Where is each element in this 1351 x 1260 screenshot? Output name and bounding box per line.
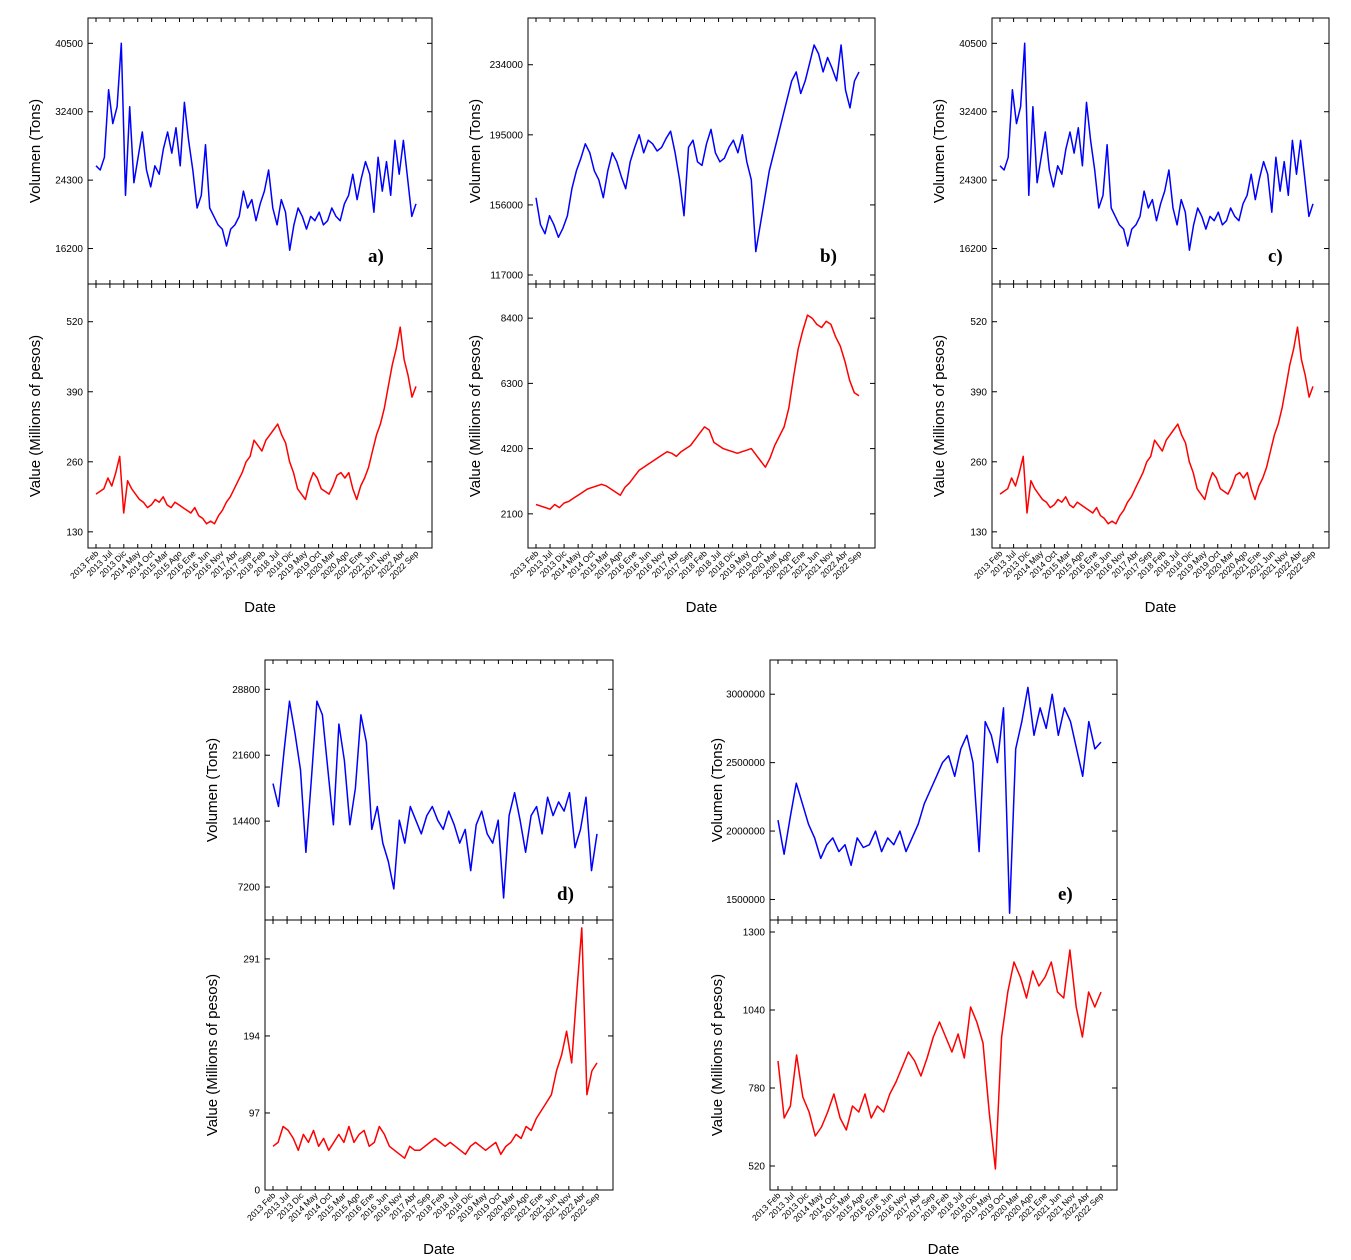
value-axis-frame — [264, 919, 614, 1191]
value-series-line — [272, 927, 598, 1159]
volume-subplot: 7200 14400 21600 28800 Volumen (Tons) — [204, 659, 614, 921]
volume-ytick-label: 16200 — [959, 244, 987, 255]
volume-ytick-label: 2500000 — [726, 758, 765, 769]
value-ytick-label: 260 — [66, 457, 83, 468]
panel-tag: d) — [557, 884, 574, 905]
volume-ylabel: Volumen (Tons) — [204, 738, 221, 842]
value-ytick-label: 780 — [748, 1084, 765, 1095]
value-axis-frame — [991, 283, 1330, 549]
value-ytick-label: 194 — [243, 1031, 260, 1042]
volume-subplot: 1500000 2000000 2500000 3000000 Volumen (Ton… — [709, 659, 1118, 921]
volume-ytick-label: 156000 — [490, 200, 524, 211]
value-ytick-label: 6300 — [501, 379, 524, 390]
value-ytick-label: 520 — [66, 317, 83, 328]
value-ytick-label: 2100 — [501, 509, 524, 520]
value-ytick-label: 130 — [970, 527, 987, 538]
volume-subplot: 16200 24300 32400 40500 Volumen (Tons) — [27, 17, 433, 285]
value-subplot: 130 260 390 520 Value (Millions of pesos) — [931, 283, 1330, 549]
volume-ytick-label: 195000 — [490, 130, 524, 141]
value-series-line — [535, 314, 860, 510]
volume-ytick-label: 28800 — [232, 685, 260, 696]
panel-tag: a) — [368, 246, 384, 267]
chart-panel-1: 16200 24300 32400 40500 Volumen (Tons) 130 260… — [27, 17, 433, 616]
volume-ytick-label: 24300 — [55, 176, 83, 187]
volume-ytick-label: 2000000 — [726, 827, 765, 838]
value-ytick-label: 130 — [66, 527, 83, 538]
value-subplot: 0 97 194 291 Value (Millions of pesos) — [204, 919, 614, 1197]
xlabel: Date — [244, 599, 276, 616]
volume-ytick-label: 40500 — [55, 39, 83, 50]
volume-ytick-label: 117000 — [490, 271, 523, 282]
volume-ytick-label: 7200 — [238, 883, 261, 894]
value-series-line — [999, 326, 1314, 525]
xlabel: Date — [1145, 599, 1177, 616]
volume-axis-frame — [527, 17, 876, 285]
volume-ytick-label: 32400 — [55, 107, 83, 118]
chart-panel-5: 1500000 2000000 2500000 3000000 Volumen (Ton… — [709, 659, 1118, 1258]
value-ytick-label: 260 — [970, 457, 987, 468]
volume-ytick-label: 234000 — [490, 60, 524, 71]
volume-series-line — [535, 44, 860, 253]
volume-subplot: 16200 24300 32400 40500 Volumen (Tons) — [931, 17, 1330, 285]
panel-tag: b) — [820, 246, 837, 267]
value-ytick-label: 390 — [66, 387, 83, 398]
value-subplot: 130 260 390 520 Value (Millions of pesos) — [27, 283, 433, 549]
value-ytick-label: 97 — [249, 1108, 261, 1119]
volume-series-line — [272, 700, 598, 899]
value-series-line — [95, 326, 417, 525]
value-axis-frame — [769, 919, 1118, 1191]
volume-ytick-label: 14400 — [232, 817, 260, 828]
value-ytick-label: 8400 — [501, 314, 524, 325]
value-ylabel: Value (Millions of pesos) — [931, 335, 948, 497]
volume-series-line — [777, 686, 1102, 914]
volume-ylabel: Volumen (Tons) — [931, 99, 948, 203]
volume-ylabel: Volumen (Tons) — [709, 738, 726, 842]
chart-panel-4: 7200 14400 21600 28800 Volumen (Tons) 0 97 194 2… — [204, 659, 614, 1258]
value-ytick-label: 291 — [243, 954, 260, 965]
volume-ytick-label: 24300 — [959, 176, 987, 187]
volume-axis-frame — [769, 659, 1118, 921]
volume-series-line — [95, 42, 417, 251]
value-ylabel: Value (Millions of pesos) — [709, 974, 726, 1136]
panel-tag: c) — [1268, 246, 1283, 267]
xlabel: Date — [423, 1241, 455, 1258]
chart-panel-3: 16200 24300 32400 40500 Volumen (Tons) 130 260… — [931, 17, 1330, 616]
value-ytick-label: 0 — [254, 1186, 260, 1197]
value-ytick-label: 1300 — [743, 928, 766, 939]
value-ytick-label: 4200 — [501, 444, 524, 455]
volume-ytick-label: 21600 — [232, 751, 260, 762]
value-axis-frame — [527, 283, 876, 549]
volume-ytick-label: 1500000 — [726, 895, 765, 906]
value-axis-frame — [87, 283, 433, 549]
volume-axis-frame — [264, 659, 614, 921]
chart-panel-2: 117000 156000 195000 234000 Volumen (Tons) 21… — [467, 17, 876, 616]
volume-subplot: 117000 156000 195000 234000 Volumen (Tons) — [467, 17, 876, 285]
volume-ytick-label: 16200 — [55, 244, 83, 255]
panel-tag: e) — [1058, 884, 1073, 905]
volume-ylabel: Volumen (Tons) — [467, 99, 484, 203]
volume-ytick-label: 40500 — [959, 39, 987, 50]
value-ylabel: Value (Millions of pesos) — [467, 335, 484, 497]
value-ytick-label: 1040 — [743, 1006, 766, 1017]
value-ylabel: Value (Millions of pesos) — [204, 974, 221, 1136]
value-subplot: 520 780 1040 1300 Value (Millions of pesos) — [709, 919, 1118, 1191]
value-subplot: 2100 4200 6300 8400 Value (Millions of pesos… — [467, 283, 876, 549]
volume-series-line — [999, 42, 1314, 251]
xlabel: Date — [686, 599, 718, 616]
value-ytick-label: 520 — [970, 317, 987, 328]
value-ytick-label: 520 — [748, 1162, 765, 1173]
value-series-line — [777, 949, 1102, 1170]
xlabel: Date — [928, 1241, 960, 1258]
volume-ylabel: Volumen (Tons) — [27, 99, 44, 203]
volume-ytick-label: 32400 — [959, 107, 987, 118]
value-ytick-label: 390 — [970, 387, 987, 398]
volume-ytick-label: 3000000 — [726, 690, 765, 701]
value-ylabel: Value (Millions of pesos) — [27, 335, 44, 497]
